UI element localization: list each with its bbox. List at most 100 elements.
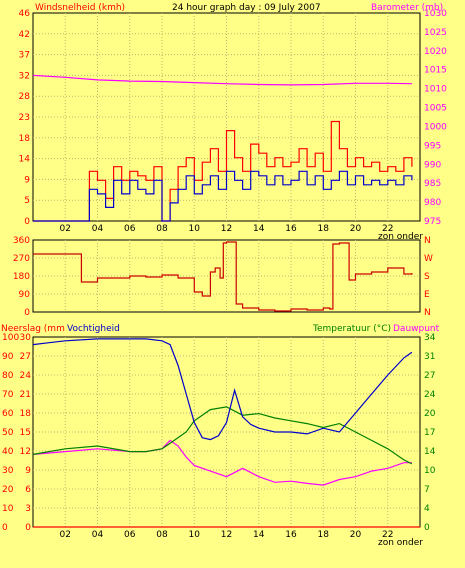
panel3-x-tick-label: 04: [92, 530, 104, 540]
panel1-right-tick-label: 990: [424, 160, 441, 170]
panel3-rain-tick-label: 21: [20, 390, 31, 400]
panel1-right-tick-label: 980: [424, 198, 441, 208]
panel1-x-tick-label: 12: [221, 224, 232, 234]
panel3-right-tick-label: 14: [424, 447, 436, 457]
panel3-humidity-tick-label: 0: [2, 523, 8, 533]
panel1-x-tick-label: 14: [253, 224, 265, 234]
panel1-left-axis-label: Windsnelheid (kmh): [35, 3, 125, 13]
panel3-humidity-tick-label: 70: [2, 390, 14, 400]
panel3-rain-tick-label: 27: [20, 352, 31, 362]
panel3-humidity-tick-label: 40: [2, 447, 14, 457]
panel3-humidity-label: Vochtigheid: [67, 324, 120, 334]
panel3-rain-label: Neerslag (mm: [1, 324, 65, 334]
panel2-right-tick-label: W: [424, 254, 433, 264]
panel3-rain-tick-label: 9: [25, 466, 31, 476]
panel3-x-tick-label: 10: [189, 530, 201, 540]
panel1-right-tick-label: 985: [424, 179, 441, 189]
panel1-x-tick-label: 10: [189, 224, 201, 234]
panel1-right-tick-label: 1020: [424, 47, 447, 57]
panel3-humidity-tick-label: 60: [2, 409, 14, 419]
panel3-x-tick-label: 16: [285, 530, 297, 540]
panel1-left-tick-label: 42: [19, 30, 30, 40]
panel3-temperature-label: Temperatuur (°C): [312, 324, 391, 334]
panel3-humidity-tick-label: 10: [2, 504, 14, 514]
panel1-left-tick-label: 18: [19, 134, 31, 144]
panel3-right-tick-label: 4: [424, 504, 430, 514]
panel2-right-tick-label: N: [424, 308, 431, 318]
panel3-right-tick-label: 31: [424, 352, 435, 362]
panel3-humidity-tick-label: 30: [2, 466, 14, 476]
panel1-left-tick-label: 5: [24, 196, 30, 206]
panel2-left-tick-label: 270: [13, 254, 30, 264]
panel3-rain-tick-label: 24: [20, 371, 32, 381]
panel1-x-tick-label: 18: [318, 224, 330, 234]
panel1-right-tick-label: 995: [424, 141, 441, 151]
panel1-x-tick-label: 04: [92, 224, 104, 234]
panel1-left-tick-label: 0: [24, 217, 30, 227]
panel2-left-tick-label: 360: [13, 236, 30, 246]
panel3-x-tick-label: 22: [382, 530, 393, 540]
panel3-dewpoint-label: Dauwpunt: [393, 324, 440, 334]
panel3-right-tick-label: 0: [424, 523, 430, 533]
panel2-left-tick-label: 180: [13, 272, 30, 282]
panel3-humidity-tick-label: 80: [2, 371, 14, 381]
wind-speed-line: [33, 170, 413, 222]
panel2-right-tick-label: N: [424, 236, 431, 246]
panel3-right-tick-label: 17: [424, 428, 435, 438]
series-lines: [32, 74, 420, 528]
panel3-x-tick-label: 06: [124, 530, 136, 540]
panel3-humidity-tick-label: 50: [2, 428, 14, 438]
panel3-x-tick-label: 14: [253, 530, 265, 540]
panel1-left-tick-label: 23: [19, 113, 30, 123]
panel3-right-tick-label: 7: [424, 485, 430, 495]
panel3-rain-tick-label: 6: [25, 485, 31, 495]
wind-direction-line: [33, 241, 413, 312]
panel1-right-axis-label: Barometer (mb): [371, 3, 443, 13]
humidity-line: [32, 338, 413, 441]
panel2-left-tick-label: 90: [19, 290, 31, 300]
panel1-left-tick-label: 46: [19, 9, 31, 19]
tick-labels: 0591418232832374246975980985990995100010…: [2, 9, 447, 540]
panel3-rain-tick-label: 30: [20, 333, 32, 343]
panel2-right-tick-label: S: [424, 272, 430, 282]
wind-gust-line: [33, 120, 413, 222]
panel3-right-tick-label: 10: [424, 466, 436, 476]
panel1-title: 24 hour graph day : 09 July 2007: [172, 3, 321, 13]
panel1-left-tick-label: 32: [19, 71, 30, 81]
panel1-right-tick-label: 1005: [424, 104, 447, 114]
panel3-humidity-tick-label: 90: [2, 352, 14, 362]
temperature-line: [32, 406, 413, 465]
panel3-right-tick-label: 20: [424, 409, 436, 419]
panel3-x-tick-label: 02: [60, 530, 71, 540]
panel3-right-tick-label: 27: [424, 371, 435, 381]
panel3-rain-tick-label: 18: [20, 409, 32, 419]
panel1-x-annotation: zon onder: [378, 232, 423, 242]
panel1-right-tick-label: 1030: [424, 9, 447, 19]
panel1-left-tick-label: 14: [19, 155, 31, 165]
panel3-rain-tick-label: 15: [20, 428, 31, 438]
panel3-humidity-tick-label: 20: [2, 485, 14, 495]
panel1-x-tick-label: 08: [156, 224, 168, 234]
barometer-line: [32, 74, 412, 86]
panel1-left-tick-label: 28: [19, 92, 31, 102]
panel3-rain-tick-label: 12: [20, 447, 31, 457]
panel1-x-tick-label: 02: [60, 224, 71, 234]
panel3-frame: [32, 336, 421, 528]
panel3-right-tick-label: 24: [424, 390, 436, 400]
panel1-right-tick-label: 1015: [424, 66, 447, 76]
panel1-x-tick-label: 06: [124, 224, 136, 234]
panel3-x-annotation: zon onder: [378, 538, 423, 548]
panel3-rain-tick-label: 0: [25, 523, 31, 533]
panel2-right-tick-label: E: [424, 290, 430, 300]
panel3-rain-tick-label: 3: [25, 504, 31, 514]
panel1-left-tick-label: 9: [24, 175, 30, 185]
panel1-x-tick-label: 16: [285, 224, 297, 234]
panel3-x-tick-label: 12: [221, 530, 232, 540]
panel3-right-tick-label: 34: [424, 333, 436, 343]
panel3-x-tick-label: 20: [350, 530, 362, 540]
panel1-x-tick-label: 22: [382, 224, 393, 234]
panel3-x-tick-label: 18: [318, 530, 330, 540]
panel2-left-tick-label: 0: [24, 308, 30, 318]
